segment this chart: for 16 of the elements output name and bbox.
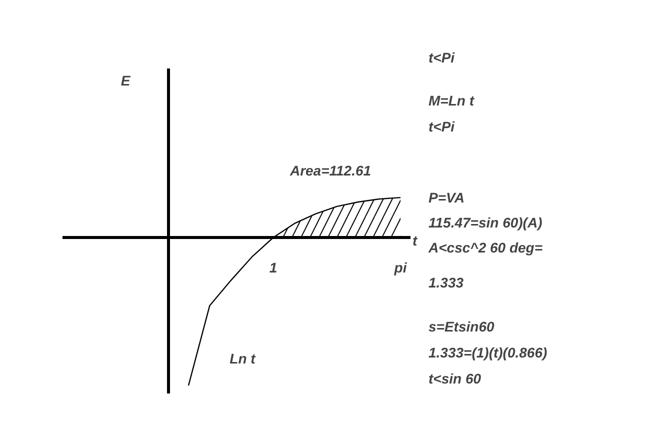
- text: A<csc^2 60 deg=: [428, 240, 543, 256]
- text: 1.333: [428, 274, 464, 290]
- text: 1.333=(1)(t)(0.866): [428, 344, 548, 360]
- x-axis-title: t: [412, 232, 418, 248]
- text: Area=112.61: [288, 162, 372, 178]
- text: 115.47=sin 60)(A): [428, 214, 543, 230]
- text: Ln t: [230, 350, 257, 366]
- text: M=Ln t: [428, 92, 476, 108]
- text: P=VA: [428, 190, 464, 206]
- x-tick-label: 1: [269, 260, 278, 276]
- text: t<sin 60: [428, 370, 482, 386]
- text: t<Pi: [428, 50, 456, 66]
- text: t<Pi: [428, 118, 456, 134]
- x-tick-label: pi: [393, 260, 408, 276]
- text: E: [120, 72, 131, 88]
- text: s=Etsin60: [428, 318, 494, 334]
